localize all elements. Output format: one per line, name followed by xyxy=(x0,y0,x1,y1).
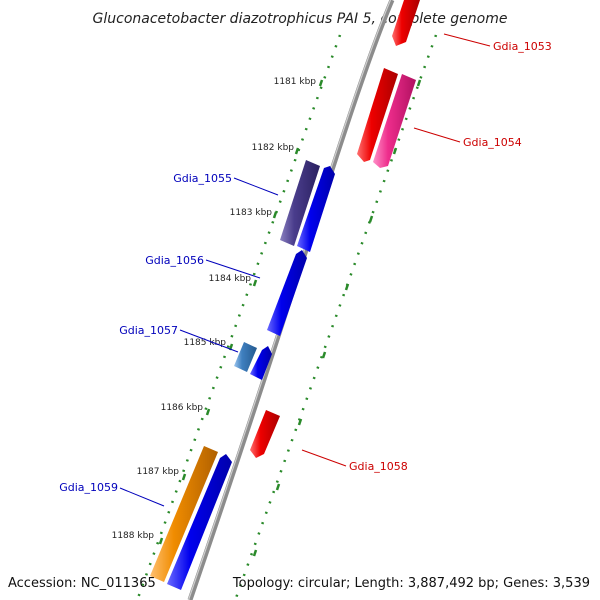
kbp-tick-1184 xyxy=(252,279,258,287)
gene-features xyxy=(150,0,420,590)
callout-line-gdia-1054 xyxy=(413,127,461,143)
gene-gdia-1056[interactable] xyxy=(267,250,307,336)
gene-gdia-1054[interactable] xyxy=(357,68,398,162)
kbp-tick-1181 xyxy=(318,79,324,87)
right-tick xyxy=(321,351,327,359)
right-tick xyxy=(275,483,281,491)
left-dotted-track xyxy=(136,34,342,599)
accession-text: Accession: NC_011365 xyxy=(8,576,156,591)
kbp-label: 1188 kbp xyxy=(112,531,155,541)
kbp-label: 1186 kbp xyxy=(161,403,204,413)
kbp-labels: 1181 kbp 1182 kbp 1183 kbp 1184 kbp 1185… xyxy=(112,77,317,541)
kbp-label: 1181 kbp xyxy=(274,77,317,87)
map-title: Gluconacetobacter diazotrophicus PAI 5, … xyxy=(93,11,508,27)
gene-label-gdia-1058[interactable]: Gdia_1058 xyxy=(349,460,408,473)
gene-gdia-1054-partner[interactable] xyxy=(373,74,416,168)
right-dotted-track xyxy=(234,34,438,599)
kbp-tick-1182 xyxy=(294,147,300,155)
kbp-label: 1182 kbp xyxy=(252,143,295,153)
callout-line-gdia-1056 xyxy=(205,259,261,279)
gene-gdia-1057[interactable] xyxy=(234,342,257,372)
callout-line-gdia-1057 xyxy=(179,329,239,353)
callout-line-gdia-1053 xyxy=(443,33,491,47)
gene-gdia-1059[interactable] xyxy=(150,446,218,582)
kbp-tick-1187 xyxy=(181,473,187,481)
gene-gdia-1055-partner[interactable] xyxy=(297,166,335,252)
kbp-tick-1186 xyxy=(205,408,211,416)
right-tick xyxy=(297,418,303,426)
right-tick xyxy=(368,215,374,223)
right-tick xyxy=(392,147,398,155)
callout-line-gdia-1059 xyxy=(119,487,165,507)
genome-summary-text: Topology: circular; Length: 3,887,492 bp… xyxy=(232,576,590,591)
kbp-label: 1183 kbp xyxy=(230,208,273,218)
gene-gdia-1053[interactable] xyxy=(392,0,420,46)
gene-gdia-1057-partner[interactable] xyxy=(250,346,272,380)
gene-label-gdia-1057[interactable]: Gdia_1057 xyxy=(119,324,178,337)
kbp-tick-1188 xyxy=(158,537,164,545)
right-tick xyxy=(416,79,422,87)
gene-labels: Gdia_1053 Gdia_1054 Gdia_1055 Gdia_1056 … xyxy=(59,40,552,494)
kbp-tick-marks xyxy=(158,79,324,545)
kbp-label: 1185 kbp xyxy=(184,338,227,348)
gene-label-gdia-1053[interactable]: Gdia_1053 xyxy=(493,40,552,53)
gene-gdia-1055[interactable] xyxy=(280,160,320,246)
gene-label-gdia-1055[interactable]: Gdia_1055 xyxy=(173,172,232,185)
tick-tracks xyxy=(136,34,438,599)
gene-gdia-1058[interactable] xyxy=(250,410,280,458)
right-tick-marks xyxy=(252,79,422,557)
gene-label-gdia-1054[interactable]: Gdia_1054 xyxy=(463,136,522,149)
right-tick xyxy=(344,283,350,291)
gene-gdia-1059-partner[interactable] xyxy=(167,454,232,590)
kbp-label: 1184 kbp xyxy=(209,274,252,284)
callout-line-gdia-1055 xyxy=(233,177,279,196)
gene-label-gdia-1059[interactable]: Gdia_1059 xyxy=(59,481,118,494)
gene-label-gdia-1056[interactable]: Gdia_1056 xyxy=(145,254,204,267)
right-tick xyxy=(252,549,258,557)
kbp-tick-1183 xyxy=(272,211,278,219)
kbp-label: 1187 kbp xyxy=(137,467,180,477)
callout-lines xyxy=(119,33,491,507)
callout-line-gdia-1058 xyxy=(301,449,347,467)
